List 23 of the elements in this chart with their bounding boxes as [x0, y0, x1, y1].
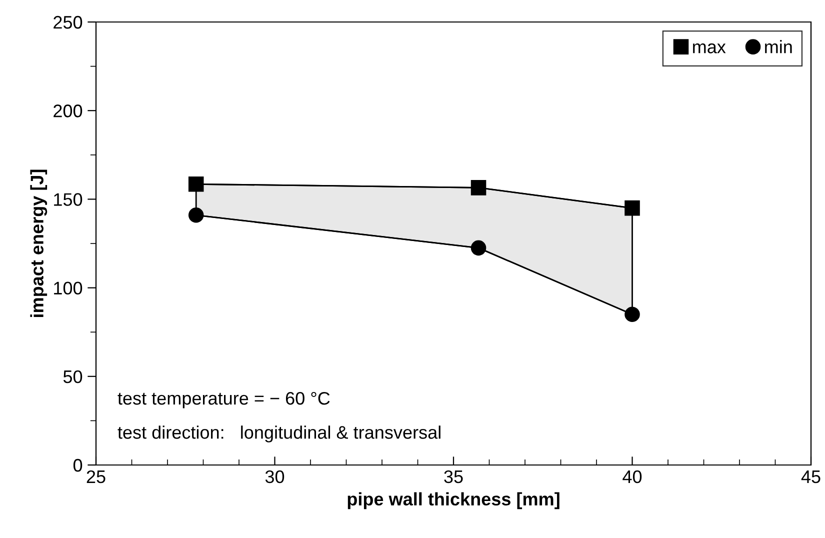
x-tick-label: 30: [265, 470, 284, 484]
x-tick-label: 25: [86, 470, 106, 484]
legend-label: max: [693, 43, 726, 54]
point: [470, 240, 486, 256]
annotation: test temperature = − 60 °C: [118, 392, 330, 408]
point: [624, 200, 640, 216]
point: [624, 306, 640, 322]
x-tick-label: 45: [801, 470, 820, 484]
point: [470, 180, 486, 196]
point: [188, 208, 204, 223]
point: [188, 176, 204, 192]
y-tick-label: 0: [73, 458, 82, 472]
legend-label: min: [765, 40, 792, 54]
x-tick-label: 35: [444, 470, 463, 484]
y-axis-title: impact energy [J]: [30, 170, 48, 317]
y-tick-label: 250: [54, 16, 82, 29]
y-tick-label: 150: [54, 193, 82, 206]
y-tick-label: 50: [63, 370, 82, 384]
x-tick-label: 40: [622, 470, 642, 484]
y-tick-label: 200: [54, 104, 82, 118]
y-tick-label: 100: [54, 282, 82, 295]
x-axis-title: pipe wall thickness [mm]: [348, 492, 560, 510]
annotation: test direction: longitudinal & transversal: [118, 426, 440, 442]
